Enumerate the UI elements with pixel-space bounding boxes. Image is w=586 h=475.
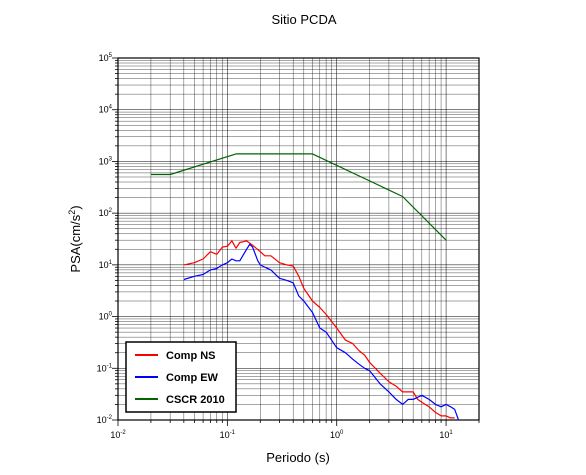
legend: Comp NS Comp EW CSCR 2010 <box>125 341 237 413</box>
y-tick-label: 10-1 <box>97 363 113 373</box>
series-cscr-2010-line <box>150 153 447 241</box>
chart-title: Sitio PCDA <box>271 12 336 27</box>
y-tick-label: 103 <box>99 156 113 166</box>
legend-label-ns: Comp NS <box>166 350 216 362</box>
y-tick-label: 105 <box>99 53 113 63</box>
legend-label-ew: Comp EW <box>166 372 219 384</box>
y-tick-labels: 10-2 10-1 100 101 102 103 104 105 <box>97 53 113 425</box>
plot-frame <box>117 57 480 421</box>
y-tick-label: 102 <box>99 208 113 218</box>
y-axis-label-sup: 2 <box>67 210 77 215</box>
legend-label-cscr: CSCR 2010 <box>166 394 225 406</box>
x-axis-label: Periodo (s) <box>266 450 330 465</box>
x-tick-label: 101 <box>439 430 453 440</box>
x-tick-label: 10-1 <box>220 430 236 440</box>
series-comp-ew-line <box>183 243 460 421</box>
y-tick-label: 100 <box>99 312 113 322</box>
series-comp-ns-line <box>183 240 455 419</box>
series-lines <box>150 153 460 421</box>
x-tick-label: 100 <box>330 430 344 440</box>
x-tick-labels: 10-2 10-1 100 101 <box>110 430 453 440</box>
y-tick-label: 104 <box>99 105 113 115</box>
y-tick-label: 10-2 <box>97 415 113 425</box>
y-axis-label: PSA(cm/s2) <box>67 205 83 272</box>
x-tick-label: 10-2 <box>110 430 126 440</box>
y-tick-label: 101 <box>99 260 113 270</box>
